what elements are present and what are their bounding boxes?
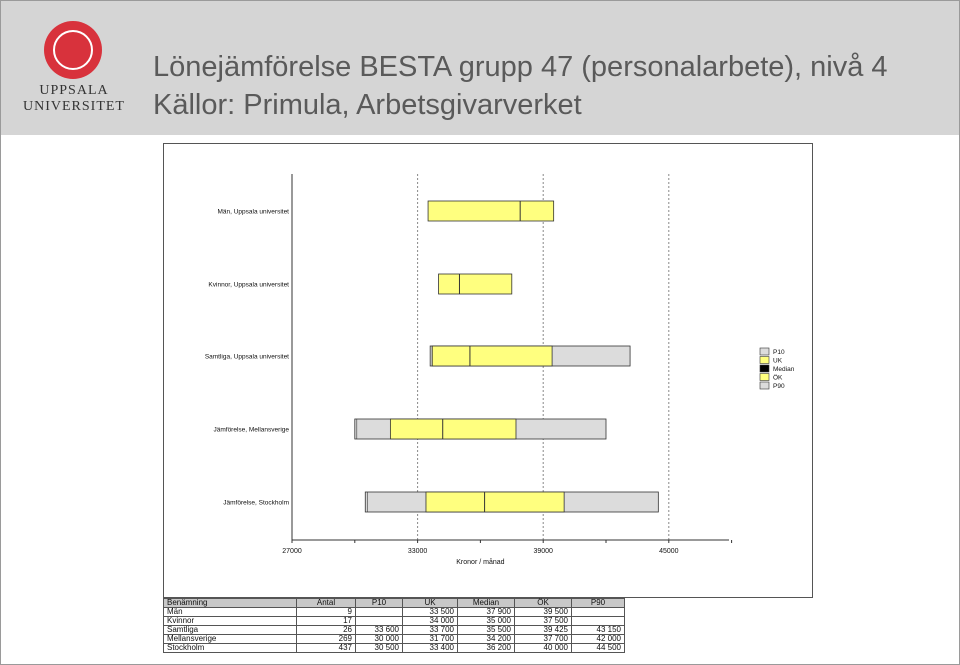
- table-body: Män 9 33 500 37 900 39 500 Kvinnor 17 34 000 35 …: [163, 607, 625, 653]
- legend-label-1: UK: [773, 358, 783, 365]
- x-tick-label-3: 45000: [659, 548, 679, 555]
- university-seal-icon: [44, 21, 102, 79]
- legend-label-0: P10: [773, 349, 785, 356]
- table-cell: 44 500: [571, 643, 625, 653]
- table-cell: [571, 607, 625, 617]
- table-cell: [355, 607, 403, 617]
- category-label-0: Män, Uppsala universitet: [217, 209, 289, 216]
- logo-text-line1: UPPSALA: [39, 83, 109, 98]
- table-header-cell: Benämning: [163, 598, 297, 608]
- table-row: Stockholm 437 30 500 33 400 36 200 40 000 44 5…: [163, 643, 625, 653]
- table-cell: 437: [296, 643, 356, 653]
- category-label-3: Jämförelse, Mellansverige: [213, 427, 289, 434]
- table-cell: 30 500: [355, 643, 403, 653]
- table-header-cell: Antal: [296, 598, 356, 608]
- category-label-2: Samtliga, Uppsala universitet: [205, 354, 289, 361]
- table-cell: 36 200: [457, 643, 515, 653]
- legend-label-2: Median: [773, 366, 795, 373]
- table-header-cell: P10: [355, 598, 403, 608]
- salary-data-table: Benämning Antal P10 UK Median ÖK P90 Män 9 33 50…: [163, 598, 625, 653]
- x-tick-label-0: 27000: [282, 548, 302, 555]
- x-axis-title: Kronor / månad: [456, 558, 504, 566]
- slide-subtitle: Källor: Primula, Arbetsgivarverket: [153, 89, 582, 121]
- legend-swatch-4: [759, 381, 770, 390]
- uk-ok-bar-4: [425, 491, 565, 513]
- uk-ok-bar-1: [438, 273, 513, 295]
- table-cell: 33 400: [402, 643, 458, 653]
- uk-ok-bar-3: [389, 418, 517, 440]
- x-tick-label-2: 39000: [533, 548, 553, 555]
- category-label-1: Kvinnor, Uppsala universitet: [208, 282, 289, 289]
- header-bar: UPPSALA UNIVERSITET Lönejämförelse BESTA…: [1, 1, 959, 135]
- legend-label-4: P90: [773, 383, 785, 390]
- legend-swatch-2: [759, 364, 770, 373]
- x-tick-label-1: 33000: [408, 548, 428, 555]
- table-cell: Stockholm: [163, 643, 297, 653]
- uppsala-university-logo: UPPSALA UNIVERSITET: [19, 17, 129, 117]
- uk-ok-bar-0: [427, 200, 555, 222]
- legend-label-3: ÖK: [773, 374, 783, 382]
- category-label-4: Jämförelse, Stockholm: [223, 500, 289, 507]
- logo-text-line2: UNIVERSITET: [23, 99, 125, 114]
- table-cell: 40 000: [514, 643, 572, 653]
- chart-canvas: 27000 33000 39000 45000 Kronor / månad Män, U…: [205, 174, 795, 566]
- uk-ok-bar-2: [431, 345, 553, 367]
- slide-title: Lönejämförelse BESTA grupp 47 (personala…: [153, 51, 888, 83]
- legend-swatch-1: [759, 356, 770, 364]
- legend-swatch-0: [759, 347, 770, 356]
- table-header-cell: P90: [571, 598, 625, 608]
- legend-swatch-3: [759, 373, 770, 381]
- salary-range-chart: 27000 33000 39000 45000 Kronor / månad Män, U…: [163, 143, 813, 598]
